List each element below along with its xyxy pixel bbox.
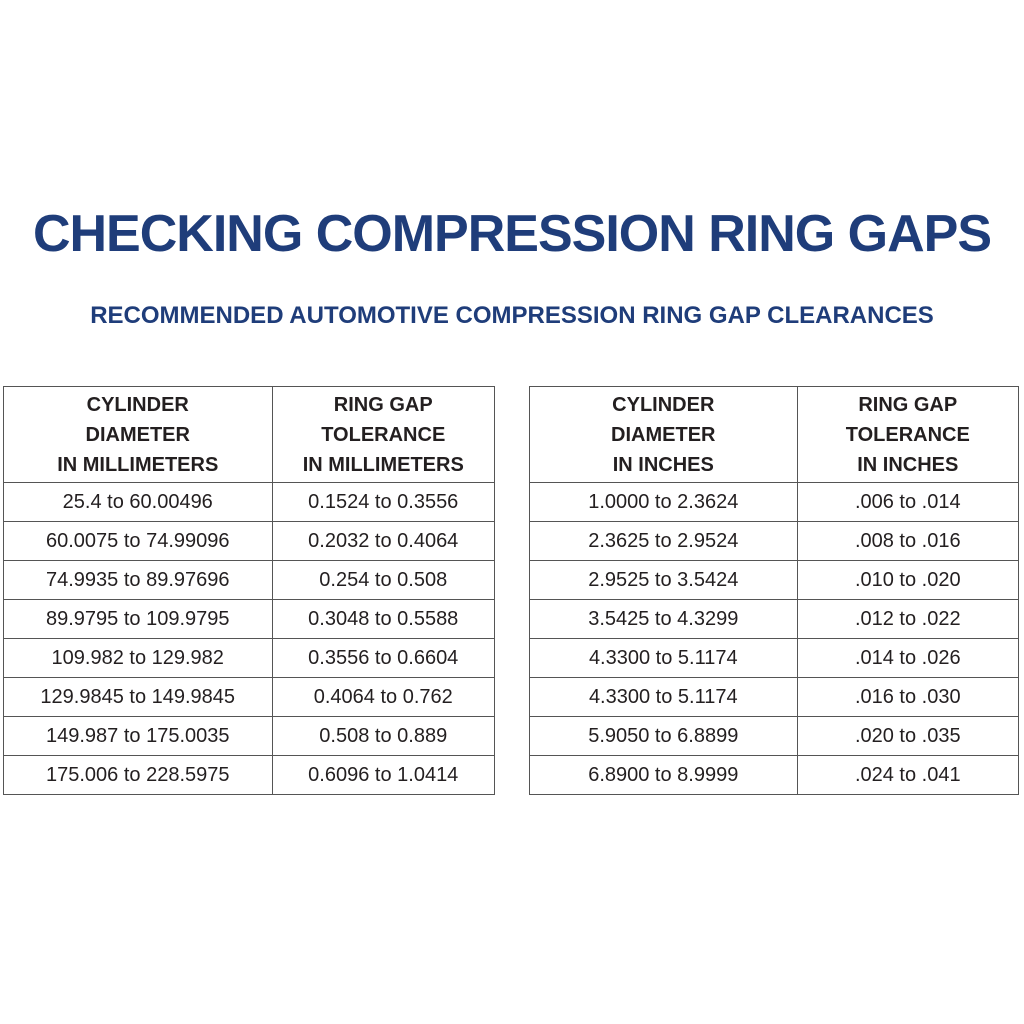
- ring-gap-tolerance-cell: 0.3048 to 0.5588: [271, 599, 495, 639]
- ring-gap-tolerance-cell: 0.4064 to 0.762: [271, 677, 495, 717]
- header-line: IN MILLIMETERS: [57, 453, 219, 476]
- cylinder-diameter-cell: 89.9795 to 109.9795: [3, 599, 273, 639]
- ring-gap-tolerance-cell: 0.2032 to 0.4064: [271, 521, 495, 561]
- header-line: IN INCHES: [857, 453, 959, 476]
- table-row: 6.8900 to 8.9999.024 to .041: [529, 755, 1020, 795]
- column-header-ring-gap-tolerance: RING GAP TOLERANCE IN MILLIMETERS: [271, 386, 495, 483]
- ring-gap-tolerance-cell: .008 to .016: [796, 521, 1020, 561]
- cylinder-diameter-cell: 175.006 to 228.5975: [3, 755, 273, 795]
- table-row: 25.4 to 60.00496 0.1524 to 0.3556: [3, 482, 495, 522]
- cylinder-diameter-cell: 129.9845 to 149.9845: [3, 677, 273, 717]
- header-line: IN MILLIMETERS: [302, 453, 464, 476]
- cylinder-diameter-cell: 25.4 to 60.00496: [3, 482, 273, 522]
- cylinder-diameter-cell: 2.3625 to 2.9524: [529, 521, 798, 561]
- cylinder-diameter-cell: 4.3300 to 5.1174: [529, 638, 798, 678]
- header-row: CYLINDER DIAMETER IN MILLIMETERS RING GAP TO…: [3, 386, 495, 483]
- header-row: CYLINDER DIAMETER IN INCHES RING GAP TOLERAN…: [529, 386, 1020, 483]
- column-header-cylinder-diameter: CYLINDER DIAMETER IN INCHES: [529, 386, 798, 483]
- table-row: 2.9525 to 3.5424.010 to .020: [529, 560, 1020, 600]
- header-line: DIAMETER: [611, 423, 716, 446]
- table-row: 2.3625 to 2.9524.008 to .016: [529, 521, 1020, 561]
- cylinder-diameter-cell: 1.0000 to 2.3624: [529, 482, 798, 522]
- ring-gap-tolerance-cell: 0.1524 to 0.3556: [271, 482, 495, 522]
- cylinder-diameter-cell: 74.9935 to 89.97696: [3, 560, 273, 600]
- table-row: 129.9845 to 149.9845 0.4064 to 0.762: [3, 677, 495, 717]
- cylinder-diameter-cell: 3.5425 to 4.3299: [529, 599, 798, 639]
- cylinder-diameter-cell: 4.3300 to 5.1174: [529, 677, 798, 717]
- header-line: DIAMETER: [85, 423, 190, 446]
- header-line: CYLINDER: [612, 393, 715, 416]
- header-line: IN INCHES: [612, 453, 714, 476]
- table-row: 4.3300 to 5.1174.016 to .030: [529, 677, 1020, 717]
- ring-gap-tolerance-cell: .012 to .022: [796, 599, 1020, 639]
- ring-gap-tolerance-cell: .014 to .026: [796, 638, 1020, 678]
- table-row: 3.5425 to 4.3299.012 to .022: [529, 599, 1020, 639]
- table-row: 5.9050 to 6.8899.020 to .035: [529, 716, 1020, 756]
- table-row: 109.982 to 129.982 0.3556 to 0.6604: [3, 638, 495, 678]
- header-line: CYLINDER: [86, 393, 189, 416]
- table-row: 74.9935 to 89.97696 0.254 to 0.508: [3, 560, 495, 600]
- header-line: TOLERANCE: [321, 423, 446, 446]
- inches-table: CYLINDER DIAMETER IN INCHES RING GAP TOLERAN…: [529, 386, 1020, 795]
- column-header-cylinder-diameter: CYLINDER DIAMETER IN MILLIMETERS: [3, 386, 273, 483]
- cylinder-diameter-cell: 60.0075 to 74.99096: [3, 521, 273, 561]
- page-subtitle: RECOMMENDED AUTOMOTIVE COMPRESSION RING …: [90, 302, 934, 329]
- table-row: 175.006 to 228.5975 0.6096 to 1.0414: [3, 755, 495, 795]
- ring-gap-tolerance-cell: 0.6096 to 1.0414: [271, 755, 495, 795]
- ring-gap-tolerance-cell: .020 to .035: [796, 716, 1020, 756]
- page-title: CHECKING COMPRESSION RING GAPS: [32, 205, 992, 263]
- table-row: 149.987 to 175.0035 0.508 to 0.889: [3, 716, 495, 756]
- header-line: RING GAP: [333, 393, 433, 416]
- ring-gap-tolerance-cell: .006 to .014: [796, 482, 1020, 522]
- table-row: 60.0075 to 74.99096 0.2032 to 0.4064: [3, 521, 495, 561]
- cylinder-diameter-cell: 5.9050 to 6.8899: [529, 716, 798, 756]
- ring-gap-tolerance-cell: .010 to .020: [796, 560, 1020, 600]
- header-line: TOLERANCE: [845, 423, 970, 446]
- header-line: RING GAP: [858, 393, 958, 416]
- ring-gap-tolerance-cell: 0.3556 to 0.6604: [271, 638, 495, 678]
- cylinder-diameter-cell: 6.8900 to 8.9999: [529, 755, 798, 795]
- cylinder-diameter-cell: 2.9525 to 3.5424: [529, 560, 798, 600]
- ring-gap-tolerance-cell: .016 to .030: [796, 677, 1020, 717]
- title-container: CHECKING COMPRESSION RING GAPS: [0, 204, 1024, 264]
- millimeters-table: CYLINDER DIAMETER IN MILLIMETERS RING GAP TO…: [3, 386, 495, 795]
- ring-gap-tolerance-cell: 0.508 to 0.889: [271, 716, 495, 756]
- column-header-ring-gap-tolerance: RING GAP TOLERANCE IN INCHES: [796, 386, 1020, 483]
- cylinder-diameter-cell: 149.987 to 175.0035: [3, 716, 273, 756]
- ring-gap-tolerance-cell: 0.254 to 0.508: [271, 560, 495, 600]
- table-row: 89.9795 to 109.9795 0.3048 to 0.5588: [3, 599, 495, 639]
- table-row: 1.0000 to 2.3624.006 to .014: [529, 482, 1020, 522]
- table-row: 4.3300 to 5.1174.014 to .026: [529, 638, 1020, 678]
- cylinder-diameter-cell: 109.982 to 129.982: [3, 638, 273, 678]
- ring-gap-tolerance-cell: .024 to .041: [796, 755, 1020, 795]
